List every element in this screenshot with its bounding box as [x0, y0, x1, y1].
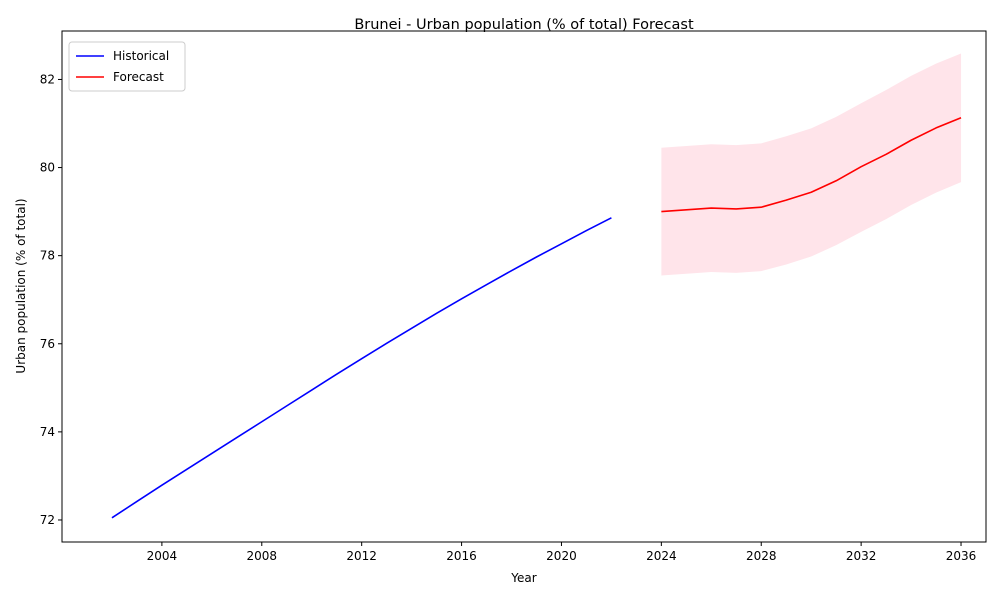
y-tick-label: 78 — [40, 249, 55, 263]
forecast-confidence-band — [661, 53, 962, 276]
x-tick-label: 2016 — [446, 549, 477, 563]
legend: Historical Forecast — [68, 41, 186, 92]
y-axis-title: Urban population (% of total) — [14, 198, 28, 373]
y-tick-label: 76 — [40, 337, 55, 351]
plot-area — [111, 53, 962, 519]
chart-title: Brunei - Urban population (% of total) F… — [354, 17, 694, 33]
plot-frame — [61, 30, 987, 543]
x-tick-label: 2004 — [147, 549, 178, 563]
y-tick-label: 74 — [40, 425, 55, 439]
x-tick-label: 2020 — [546, 549, 577, 563]
series-line-forecast — [661, 117, 962, 213]
x-axis-title: Year — [510, 571, 536, 585]
y-tick-label: 72 — [40, 513, 55, 527]
x-tick-label: 2028 — [746, 549, 777, 563]
y-tick-label: 80 — [40, 161, 55, 175]
y-tick-label: 82 — [40, 72, 55, 86]
legend-historical-label: Historical — [113, 49, 169, 63]
x-tick-label: 2024 — [646, 549, 677, 563]
legend-box — [68, 41, 186, 92]
x-tick-label: 2036 — [946, 549, 977, 563]
series-line-historical — [111, 217, 612, 519]
x-tick-label: 2032 — [846, 549, 877, 563]
legend-forecast-label: Forecast — [113, 70, 164, 84]
x-tick-label: 2008 — [247, 549, 278, 563]
x-tick-label: 2012 — [346, 549, 377, 563]
axis-ticks: 2004 2008 2012 2016 2020 2024 2028 2032 2036 72 74… — [40, 72, 977, 563]
